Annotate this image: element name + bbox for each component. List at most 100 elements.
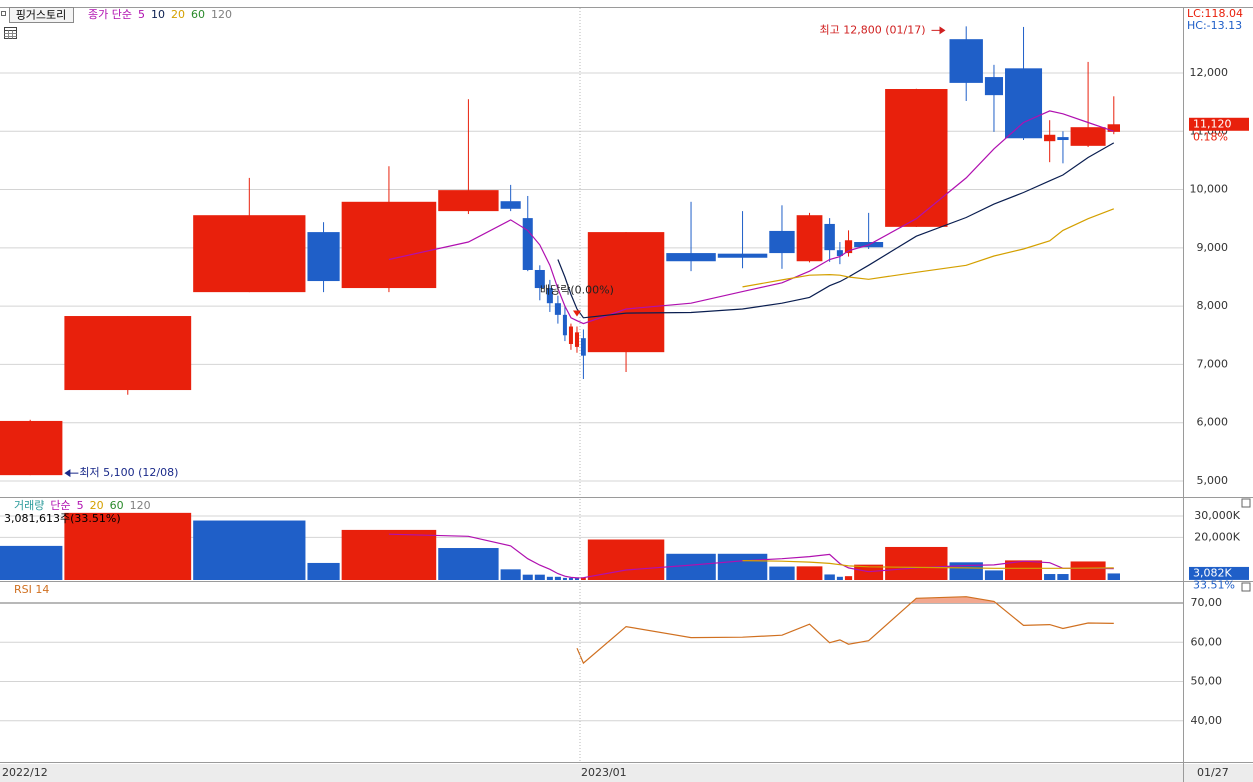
date-strip (0, 764, 1253, 782)
toggle-square[interactable] (1, 11, 6, 16)
y-tick-label: 10,000 (1190, 183, 1229, 196)
y-tick-label: 12,000 (1190, 66, 1229, 79)
moving-average (557, 142, 1115, 319)
candle-body (64, 316, 192, 391)
legend-prefix: 거래량 (14, 499, 44, 512)
volume-panel (0, 512, 1183, 580)
volume-average (742, 560, 1114, 569)
volume-bar (546, 576, 553, 580)
moving-average (388, 110, 1114, 325)
volume-bar (717, 553, 768, 580)
legend-entry: 20 (90, 499, 104, 512)
candle-body (1005, 68, 1043, 139)
candle-body (796, 215, 823, 262)
hc-label: HC:-13.13 (1187, 19, 1242, 32)
y-tick-label: 7,000 (1197, 357, 1229, 370)
volume-bar (193, 520, 306, 580)
ex-dividend-marker (572, 310, 581, 317)
volume-bar (836, 576, 843, 580)
legend-method: 단순 (50, 499, 70, 512)
candle-body (666, 253, 716, 262)
candle-body (885, 89, 948, 227)
candle-body (0, 420, 63, 476)
volume-bar (824, 574, 835, 580)
legend-entry: 5 (138, 8, 145, 21)
candle-body (1044, 134, 1056, 142)
candle-body (1070, 127, 1106, 146)
rsi-tick-label: 40,00 (1191, 714, 1223, 727)
rsi-tick-label: 70,00 (1191, 596, 1223, 609)
volume-bar (0, 545, 63, 580)
candle-body (554, 303, 561, 315)
last-volume-ratio: 33.51% (1193, 578, 1235, 591)
high-arrow-head (939, 26, 946, 35)
candle-body (1057, 137, 1069, 141)
volume-bar (984, 570, 1004, 580)
low-arrow-head (64, 469, 71, 478)
volume-bar (854, 564, 884, 580)
panel-button[interactable] (1241, 498, 1251, 508)
ex-dividend-label: 배당락(0.00%) (540, 284, 614, 297)
rsi-panel (0, 596, 1183, 722)
candle-body (984, 77, 1004, 96)
volume-bar (307, 562, 340, 580)
candle-body (587, 232, 665, 353)
y-tick-label: 9,000 (1197, 241, 1229, 254)
low-annotation: 최저 5,100 (12/08) (79, 466, 178, 479)
last-price-change: 0.18% (1193, 130, 1228, 143)
rsi-legend: RSI 14 (14, 583, 49, 596)
last-volume-box (1189, 566, 1249, 580)
volume-average (388, 533, 1114, 579)
candle-body (534, 269, 545, 289)
volume-tick-label: 20,000K (1194, 530, 1240, 543)
volume-bar (568, 577, 573, 580)
candle-body (769, 230, 795, 254)
legend-entry: 10 (151, 8, 165, 21)
legend-entry: 5 (77, 499, 84, 512)
x-tick-label: 2023/01 (581, 766, 627, 779)
volume-bar (574, 577, 579, 580)
rsi-line (576, 596, 1114, 665)
volume-bar (1044, 574, 1056, 580)
volume-bar (522, 574, 533, 580)
candle-body (580, 338, 586, 356)
volume-bar (1070, 561, 1106, 580)
candle-body (949, 39, 983, 83)
lc-label: LC:118.04 (1187, 7, 1243, 20)
table-icon[interactable] (4, 27, 17, 39)
volume-bar (500, 569, 521, 580)
candle-body (341, 201, 437, 289)
y-tick-label: 6,000 (1197, 416, 1229, 429)
legend-entry: 120 (130, 499, 151, 512)
candle-body (546, 288, 553, 304)
candle-body (1107, 124, 1120, 132)
candle-body (574, 332, 579, 347)
last-price-label: 11,120 (1193, 117, 1232, 130)
legend-prefix: 종가 단순 (88, 8, 132, 21)
rsi-tick-label: 50,00 (1191, 675, 1223, 688)
last-price-box (1189, 117, 1249, 131)
title-button[interactable] (9, 7, 74, 23)
high-annotation: 최고 12,800 (01/17) (819, 23, 925, 36)
volume-bar (844, 576, 853, 580)
candle-body (522, 218, 533, 270)
price-panel (0, 26, 1183, 482)
candle-body (717, 253, 768, 258)
volume-bar (562, 577, 567, 580)
volume-bar (1005, 560, 1043, 580)
panel-button[interactable] (1241, 582, 1251, 592)
y-tick-label: 8,000 (1197, 299, 1229, 312)
volume-bar (580, 577, 586, 580)
candle-body (836, 250, 843, 256)
rsi-overbought-group (576, 596, 1114, 604)
candle-body (568, 326, 573, 345)
chart-title: 핑거스토리 (16, 9, 67, 22)
last-date: 01/27 (1197, 766, 1229, 779)
legend-entry: 60 (191, 8, 205, 21)
candle-body (438, 190, 499, 212)
candle-body (193, 215, 306, 293)
volume-bar (587, 539, 665, 580)
last-volume-label: 3,082K (1193, 566, 1232, 579)
